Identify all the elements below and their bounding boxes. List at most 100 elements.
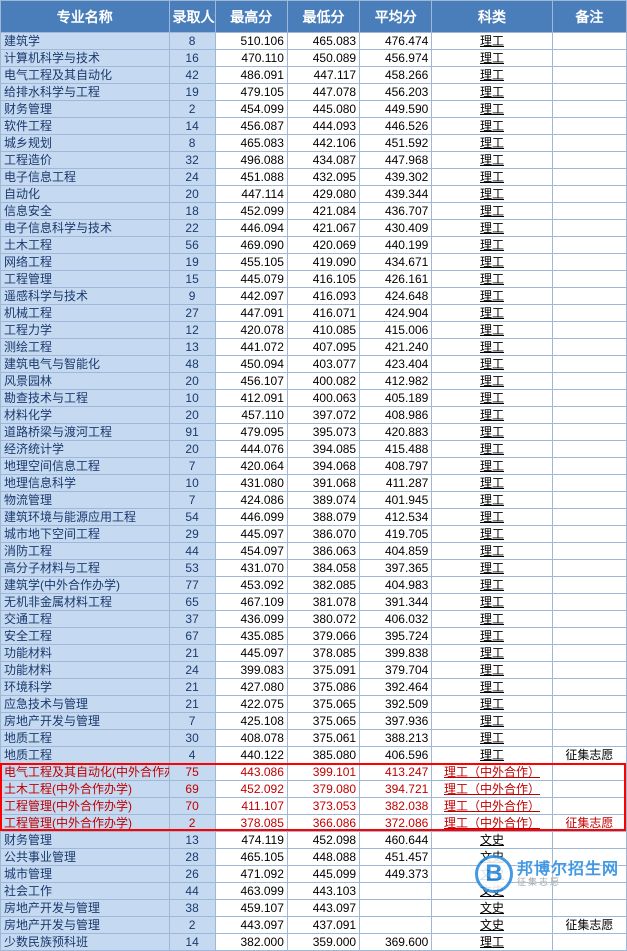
cell-min: 378.085 — [287, 645, 359, 662]
cell-min: 445.080 — [287, 101, 359, 118]
cell-avg: 421.240 — [360, 339, 432, 356]
cell-min: 399.101 — [287, 764, 359, 781]
cell-max: 486.091 — [215, 67, 287, 84]
cell-min: 394.085 — [287, 441, 359, 458]
cell-cat: 理工 — [432, 118, 552, 135]
cell-max: 445.079 — [215, 271, 287, 288]
cell-name: 安全工程 — [1, 628, 170, 645]
cell-note — [552, 305, 626, 322]
cell-max: 444.076 — [215, 441, 287, 458]
cell-name: 软件工程 — [1, 118, 170, 135]
cell-note: 征集志愿 — [552, 747, 626, 764]
cell-num: 13 — [169, 339, 215, 356]
cell-min: 381.078 — [287, 594, 359, 611]
cell-avg: 426.161 — [360, 271, 432, 288]
cell-note — [552, 611, 626, 628]
cell-name: 财务管理 — [1, 832, 170, 849]
cell-num: 28 — [169, 849, 215, 866]
cell-max: 420.078 — [215, 322, 287, 339]
cell-max: 411.107 — [215, 798, 287, 815]
cell-cat: 理工 — [432, 679, 552, 696]
cell-avg: 434.671 — [360, 254, 432, 271]
cell-note — [552, 135, 626, 152]
col-header-5: 科类 — [432, 1, 552, 33]
cell-max: 474.119 — [215, 832, 287, 849]
cell-note — [552, 424, 626, 441]
cell-cat: 理工 — [432, 543, 552, 560]
cell-min: 379.080 — [287, 781, 359, 798]
cell-note — [552, 254, 626, 271]
cell-note — [552, 730, 626, 747]
cell-max: 378.085 — [215, 815, 287, 832]
cell-min: 442.106 — [287, 135, 359, 152]
cell-name: 土木工程(中外合作办学) — [1, 781, 170, 798]
cell-num: 38 — [169, 900, 215, 917]
cell-min: 391.068 — [287, 475, 359, 492]
cell-min: 429.080 — [287, 186, 359, 203]
cell-max: 443.086 — [215, 764, 287, 781]
cell-name: 功能材料 — [1, 645, 170, 662]
cell-cat: 理工 — [432, 509, 552, 526]
cell-max: 470.110 — [215, 50, 287, 67]
table-row: 少数民族预科班14382.000359.000369.600理工 — [1, 934, 627, 951]
cell-num: 12 — [169, 322, 215, 339]
cell-avg: 446.526 — [360, 118, 432, 135]
cell-cat: 理工 — [432, 356, 552, 373]
table-row: 电气工程及其自动化42486.091447.117458.266理工 — [1, 67, 627, 84]
cell-note — [552, 798, 626, 815]
cell-cat: 理工 — [432, 934, 552, 951]
cell-cat: 理工（中外合作） — [432, 781, 552, 798]
cell-avg: 447.968 — [360, 152, 432, 169]
cell-min: 432.095 — [287, 169, 359, 186]
table-row: 消防工程44454.097386.063404.859理工 — [1, 543, 627, 560]
table-row: 财务管理2454.099445.080449.590理工 — [1, 101, 627, 118]
table-row: 遥感科学与技术9442.097416.093424.648理工 — [1, 288, 627, 305]
cell-name: 房地产开发与管理 — [1, 713, 170, 730]
cell-avg: 408.986 — [360, 407, 432, 424]
cell-max: 445.097 — [215, 526, 287, 543]
cell-cat: 理工 — [432, 237, 552, 254]
cell-note — [552, 832, 626, 849]
cell-name: 消防工程 — [1, 543, 170, 560]
cell-cat: 理工 — [432, 662, 552, 679]
cell-num: 24 — [169, 662, 215, 679]
cell-max: 447.091 — [215, 305, 287, 322]
cell-max: 442.097 — [215, 288, 287, 305]
cell-cat: 理工 — [432, 203, 552, 220]
table-row: 网络工程19455.105419.090434.671理工 — [1, 254, 627, 271]
cell-name: 自动化 — [1, 186, 170, 203]
col-header-6: 备注 — [552, 1, 626, 33]
table-row: 经济统计学20444.076394.085415.488理工 — [1, 441, 627, 458]
cell-name: 财务管理 — [1, 101, 170, 118]
cell-note — [552, 101, 626, 118]
table-row: 地质工程30408.078375.061388.213理工 — [1, 730, 627, 747]
cell-note — [552, 237, 626, 254]
cell-cat: 理工 — [432, 696, 552, 713]
cell-cat: 理工 — [432, 186, 552, 203]
cell-num: 77 — [169, 577, 215, 594]
cell-name: 道路桥梁与渡河工程 — [1, 424, 170, 441]
cell-cat: 理工 — [432, 254, 552, 271]
cell-min: 437.091 — [287, 917, 359, 934]
col-header-1: 录取人数 — [169, 1, 215, 33]
cell-min: 444.093 — [287, 118, 359, 135]
cell-min: 447.117 — [287, 67, 359, 84]
table-row: 风景园林20456.107400.082412.982理工 — [1, 373, 627, 390]
cell-num: 18 — [169, 203, 215, 220]
cell-name: 建筑学(中外合作办学) — [1, 577, 170, 594]
table-row: 道路桥梁与渡河工程91479.095395.073420.883理工 — [1, 424, 627, 441]
cell-num: 53 — [169, 560, 215, 577]
cell-min: 394.068 — [287, 458, 359, 475]
cell-max: 424.086 — [215, 492, 287, 509]
cell-min: 421.067 — [287, 220, 359, 237]
table-row: 建筑电气与智能化48450.094403.077423.404理工 — [1, 356, 627, 373]
cell-cat: 理工 — [432, 492, 552, 509]
table-row: 电气工程及其自动化(中外合作办学)75443.086399.101413.247… — [1, 764, 627, 781]
cell-num: 16 — [169, 50, 215, 67]
cell-note: 征集志愿 — [552, 917, 626, 934]
table-row: 功能材料24399.083375.091379.704理工 — [1, 662, 627, 679]
cell-min: 407.095 — [287, 339, 359, 356]
cell-avg — [360, 900, 432, 917]
cell-num: 2 — [169, 815, 215, 832]
cell-note — [552, 679, 626, 696]
